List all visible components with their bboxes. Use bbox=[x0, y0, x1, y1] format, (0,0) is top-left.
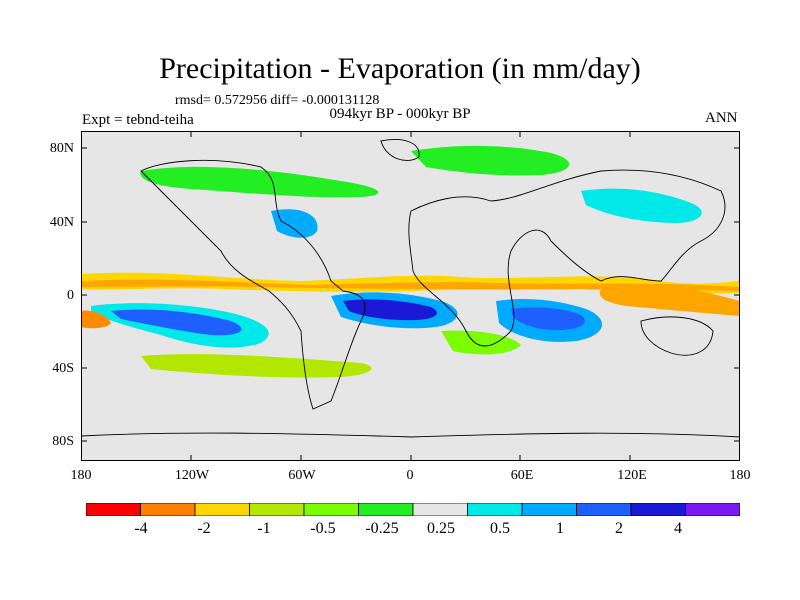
colorbar-label-2: -2 bbox=[197, 520, 211, 537]
lat-label-80n: 80N bbox=[49, 141, 74, 156]
maritime-wet-zone bbox=[599, 285, 740, 316]
colorbar-cell bbox=[358, 503, 414, 516]
lat-label-40n: 40N bbox=[49, 215, 74, 230]
colorbar-cell bbox=[303, 503, 359, 516]
colorbar bbox=[86, 503, 740, 516]
colorbar-label-4: -0.5 bbox=[310, 520, 336, 537]
lat-label-40s: 40S bbox=[52, 361, 74, 376]
colorbar-cell bbox=[249, 503, 305, 516]
map-plot bbox=[81, 131, 740, 461]
greenland-coast bbox=[380, 139, 420, 161]
season-label: ANN bbox=[705, 110, 738, 126]
lon-label-60e: 60E bbox=[510, 468, 534, 483]
afro-eurasia-coast bbox=[408, 169, 726, 347]
americas-coast bbox=[140, 159, 366, 410]
na-east-coast-zone bbox=[271, 209, 318, 238]
australia-coast bbox=[640, 316, 714, 356]
colorbar-label-8: 1 bbox=[556, 520, 564, 537]
colorbar-cell bbox=[685, 503, 740, 516]
lat-label-0: 0 bbox=[67, 288, 74, 303]
coastlines bbox=[81, 139, 740, 438]
colorbar-cell bbox=[412, 503, 468, 516]
colorbar-label-5: -0.25 bbox=[365, 520, 399, 537]
colorbar-cell bbox=[467, 503, 523, 516]
west-pacific-wet bbox=[81, 310, 111, 329]
north-atlantic-band bbox=[411, 145, 570, 176]
itcz-core bbox=[81, 279, 740, 291]
colorbar-label-6: 0.25 bbox=[427, 520, 455, 537]
colorbar-cell bbox=[576, 503, 632, 516]
experiment-label: Expt = tebnd-teiha bbox=[82, 112, 194, 128]
colorbar-label-9: 2 bbox=[615, 520, 623, 537]
axis-ticks bbox=[81, 131, 740, 461]
colorbar-cells bbox=[86, 503, 740, 516]
colorbar-label-10: 4 bbox=[674, 520, 682, 537]
period-subtitle: 094kyr BP - 000kyr BP bbox=[329, 106, 471, 122]
colorbar-label-1: -4 bbox=[134, 520, 148, 537]
colorbar-label-3: -1 bbox=[257, 520, 271, 537]
pacific-dry-core bbox=[111, 309, 242, 336]
precip-field bbox=[81, 145, 740, 378]
colorbar-cell bbox=[86, 503, 141, 516]
lat-label-80s: 80S bbox=[52, 434, 74, 449]
south-atlantic-band bbox=[441, 330, 521, 355]
east-asia-zone bbox=[581, 188, 702, 223]
chart-title: Precipitation - Evaporation (in mm/day) bbox=[159, 52, 641, 85]
lon-label-120w: 120W bbox=[174, 468, 210, 483]
colorbar-cell bbox=[140, 503, 196, 516]
north-pacific-band bbox=[140, 166, 379, 198]
colorbar-cell bbox=[521, 503, 577, 516]
lon-label-180w: 180 bbox=[70, 468, 92, 483]
colorbar-label-7: 0.5 bbox=[490, 520, 510, 537]
colorbar-cell bbox=[630, 503, 686, 516]
stats-text: rmsd= 0.572956 diff= -0.000131128 bbox=[175, 93, 380, 108]
lon-label-60w: 60W bbox=[288, 468, 316, 483]
southern-pacific-band bbox=[141, 354, 372, 378]
lon-label-180e: 180 bbox=[729, 468, 751, 483]
lon-label-0: 0 bbox=[406, 468, 414, 483]
atlantic-dry-core bbox=[343, 299, 437, 321]
indian-dry-core bbox=[511, 307, 585, 331]
colorbar-cell bbox=[194, 503, 250, 516]
antarctica-coast bbox=[81, 432, 740, 438]
lon-label-120e: 120E bbox=[617, 468, 647, 483]
